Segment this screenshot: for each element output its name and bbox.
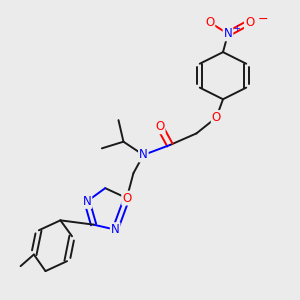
Text: O: O [245, 16, 254, 29]
Text: O: O [212, 111, 221, 124]
Text: +: + [233, 24, 240, 33]
Text: N: N [224, 27, 232, 40]
Text: O: O [155, 120, 165, 133]
Text: O: O [122, 192, 131, 205]
Text: N: N [82, 195, 91, 208]
Text: N: N [111, 223, 119, 236]
Text: N: N [139, 148, 148, 161]
Text: −: − [258, 12, 268, 26]
Text: O: O [205, 16, 214, 29]
